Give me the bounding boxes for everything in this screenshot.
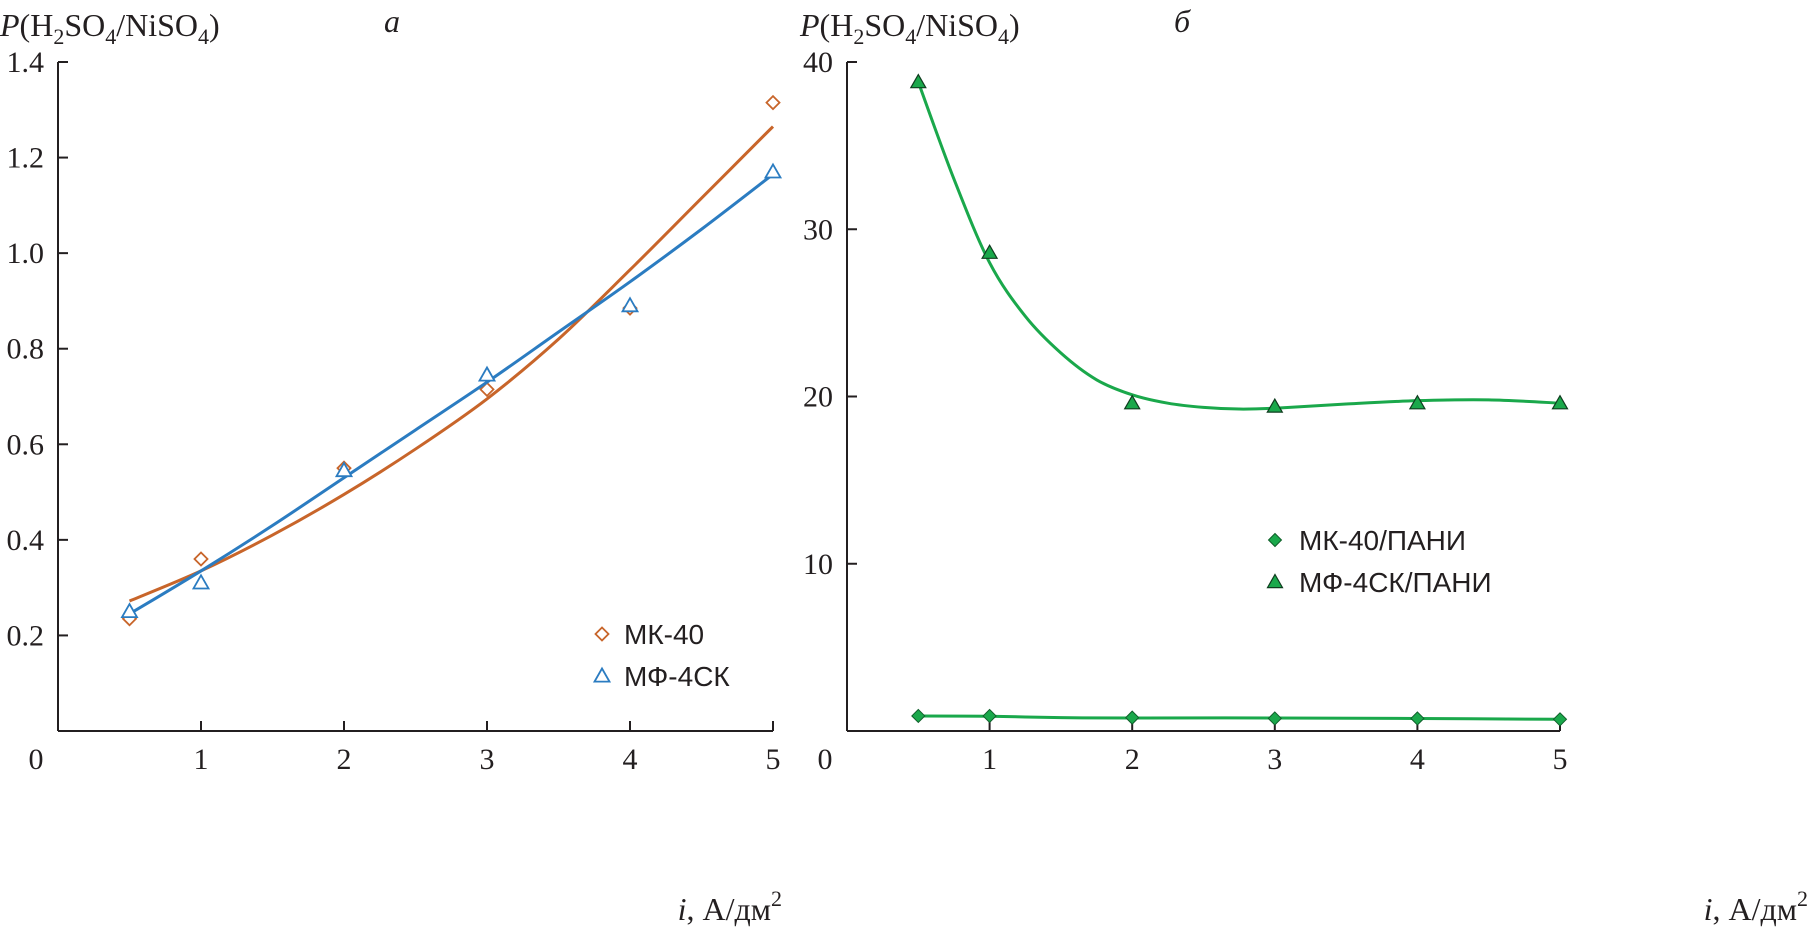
panel-a-legend-label-1: МК-40 [624,619,704,650]
panel-b-x-tick-label: 0 [818,743,833,776]
panel-a-axes: 0 1 2 3 4 5 0.2 0.4 0.6 0.8 1.0 1.2 1.4 [7,46,781,776]
panel-a-series-2-point [477,365,497,382]
panel-b-x-tick-label: 1 [982,743,997,776]
panel-b-series-2-curve [916,81,1561,411]
panel-b-x-tick-label: 3 [1267,743,1282,776]
panel-a-letter: а [384,3,400,39]
panel-b-series-1-point [1410,711,1425,726]
panel-b-legend-marker-1 [1267,532,1283,548]
panel-a-series-2-point [191,573,211,590]
panel-a-x-tick-label: 0 [29,743,44,776]
panel-a-legend-label-2: МФ-4СК [624,661,730,692]
panel-b-y-axis-label: P(H2SO4/NiSO4) [799,7,1020,49]
panel-b-series-1-point [1267,711,1283,726]
panel-a-x-tick-label: 3 [480,743,495,776]
panel-a-series-2-point [763,162,783,179]
panel-b-series-1-point [1124,710,1140,725]
panel-b-letter: б [1174,3,1191,39]
panel-a-y-tick-label: 1.4 [7,46,45,79]
panel-a-y-tick-label: 1.0 [7,237,45,270]
panel-b-y-tick-label: 20 [803,381,833,414]
panel-b: P(H2SO4/NiSO4) б i, А/дм2 0 1 2 3 4 5 10 20 30 40… [799,3,1808,927]
panel-b-legend-label-1: МК-40/ПАНИ [1299,525,1466,556]
panel-b-series-2-point [1408,394,1426,410]
panel-a-x-tick-label: 1 [194,743,209,776]
panel-a-legend-marker-2 [592,666,612,683]
panel-b-series-2-point [1266,397,1284,413]
panel-b-y-tick-label: 30 [803,213,833,246]
panel-b-legend: МК-40/ПАНИ МФ-4СК/ПАНИ [1266,525,1492,598]
panel-b-series-1-curve [918,714,1561,721]
panel-b-x-tick-label: 4 [1410,743,1425,776]
panel-b-legend-marker-2 [1266,573,1284,589]
panel-a-data-marks [120,94,783,627]
panel-a-series-1-point [765,94,781,111]
panel-a: P(H2SO4/NiSO4) а i, А/дм2 0 1 2 3 4 5 0.2 0.4 0.… [0,3,783,927]
panel-a-x-tick-label: 4 [623,743,638,776]
panel-a-x-axis-label: i, А/дм2 [678,886,782,927]
panel-b-series-2-point [981,243,999,259]
panel-a-series-2-point [334,461,354,478]
panel-b-x-tick-label: 2 [1125,743,1140,776]
panel-a-y-tick-label: 0.6 [7,428,45,461]
panel-a-y-tick-label: 0.4 [7,524,45,557]
panel-b-data-marks [909,73,1569,727]
panel-a-legend-marker-1 [594,626,610,642]
panel-b-series-2-point [1551,394,1569,410]
panel-a-series-2-point [120,602,139,619]
panel-b-y-tick-label: 40 [803,46,833,79]
panel-a-series-2-curve [128,173,774,616]
panel-a-x-tick-label: 5 [766,743,781,776]
panel-a-series-1-curve [128,125,775,603]
panel-a-y-tick-label: 0.8 [7,333,45,366]
panel-b-series-1-point [1552,712,1568,727]
panel-b-x-tick-label: 5 [1553,743,1568,776]
panel-a-series-2-point [620,296,640,313]
panel-b-axes: 0 1 2 3 4 5 10 20 30 40 [803,46,1568,776]
panel-a-y-tick-label: 1.2 [7,142,45,175]
panel-a-y-tick-label: 0.2 [7,619,45,652]
panel-a-y-axis-label: P(H2SO4/NiSO4) [0,7,220,49]
panel-b-legend-label-2: МФ-4СК/ПАНИ [1299,567,1492,598]
panel-b-series-1-point [982,708,997,724]
panel-b-series-2-point [1123,394,1141,410]
panel-b-y-tick-label: 10 [803,548,833,581]
panel-b-x-axis-label: i, А/дм2 [1704,886,1808,927]
panel-a-legend: МК-40 МФ-4СК [592,619,730,692]
panel-b-series-2-point [909,73,927,89]
panel-a-x-tick-label: 2 [337,743,352,776]
panel-a-series-1-point [193,551,209,567]
panel-b-series-1-point [911,708,926,724]
